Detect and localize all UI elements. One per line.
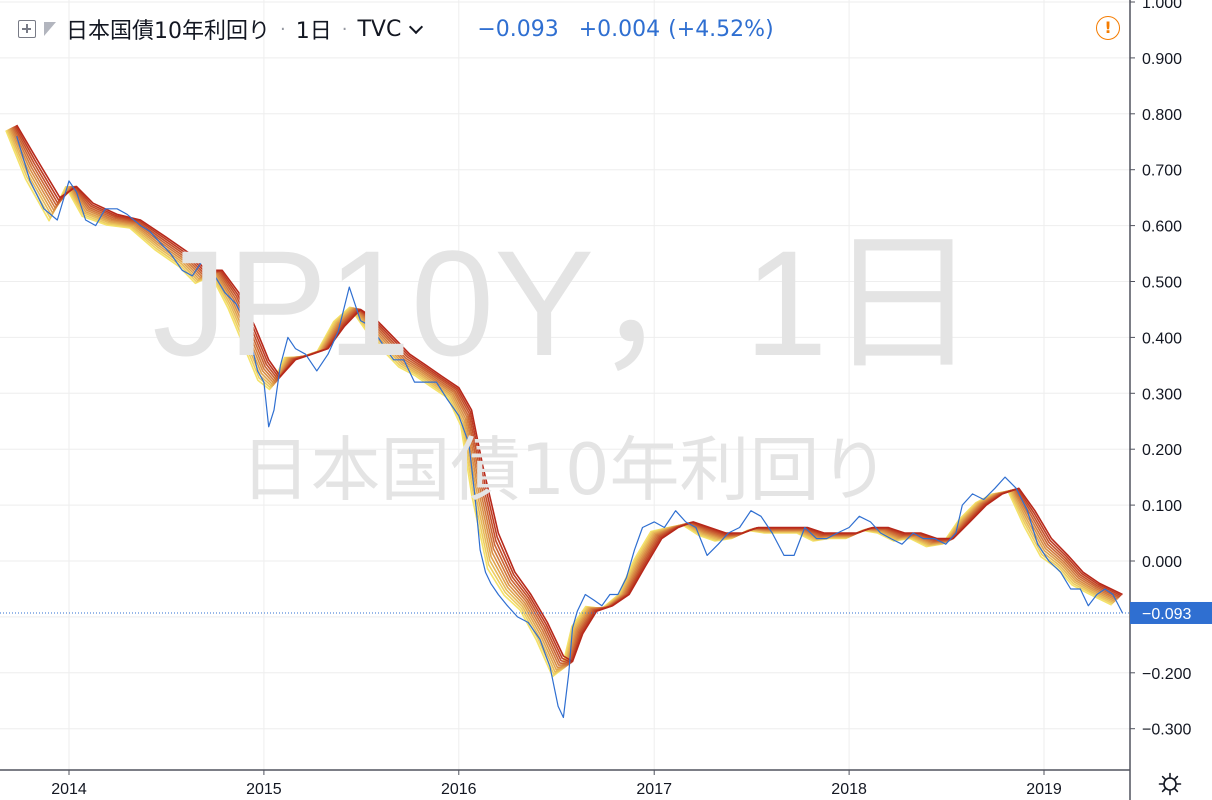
interval-label[interactable]: 1日 <box>295 19 332 44</box>
symbol-title: 日本国債10年利回り <box>66 19 270 44</box>
separator-dot: · <box>280 18 286 40</box>
alert-icon[interactable]: ! <box>1096 16 1120 40</box>
last-value: −0.093 <box>477 16 559 42</box>
grid-lines <box>0 0 1130 770</box>
flag-icon[interactable] <box>44 20 58 38</box>
y-tick-label: 0.300 <box>1142 386 1182 403</box>
legend-toolbar: 日本国債10年利回り · 1日 · TVC −0.093 +0.004 (+4.… <box>18 12 774 46</box>
exchange-label: TVC <box>357 16 402 42</box>
price-series <box>16 136 1124 719</box>
x-tick-label: 2016 <box>441 781 477 798</box>
ribbon-line <box>12 126 1120 666</box>
ribbon-line <box>7 128 1115 673</box>
y-tick-label: 0.700 <box>1142 163 1182 180</box>
ribbon-line <box>11 127 1119 666</box>
symbol-name[interactable]: 日本国債10年利回り <box>66 13 270 45</box>
y-tick-label: −0.300 <box>1142 722 1191 739</box>
ribbon-line <box>9 127 1117 669</box>
y-tick-label: 0.500 <box>1142 275 1182 292</box>
x-tick-label: 2018 <box>831 781 867 798</box>
expand-icon[interactable] <box>18 20 36 38</box>
change-value: +0.004 <box>578 16 661 42</box>
y-tick-label: 0.400 <box>1142 330 1182 347</box>
change-percent: (+4.52%) <box>668 16 774 42</box>
ribbon-line <box>6 129 1114 676</box>
moving-average-ribbon <box>5 124 1123 678</box>
y-tick-label: 0.900 <box>1142 51 1182 68</box>
y-tick-label: 1.000 <box>1142 0 1182 12</box>
exchange-dropdown[interactable]: TVC <box>357 16 424 42</box>
x-tick-label: 2019 <box>1026 781 1062 798</box>
y-tick-label: −0.200 <box>1142 666 1191 683</box>
ribbon-line <box>13 125 1121 665</box>
separator-dot: · <box>341 18 348 40</box>
last-price-tag <box>1130 601 1212 624</box>
y-tick-label: 0.000 <box>1142 554 1182 571</box>
settings-gear-icon[interactable] <box>1158 772 1182 796</box>
y-tick-label: 0.200 <box>1142 442 1182 459</box>
chevron-down-icon <box>409 19 424 34</box>
y-tick-label: 0.600 <box>1142 219 1182 236</box>
y-tick-label: 0.800 <box>1142 107 1182 124</box>
x-tick-label: 2015 <box>246 781 282 798</box>
x-tick-label: 2017 <box>636 781 672 798</box>
ribbon-line <box>5 130 1113 678</box>
price-line <box>16 136 1124 719</box>
x-tick-label: 2014 <box>51 781 87 798</box>
last-price-label: −0.093 <box>1142 606 1191 623</box>
y-tick-label: 0.100 <box>1142 498 1182 515</box>
ribbon-line <box>16 124 1123 663</box>
ribbon-line <box>8 128 1116 671</box>
price-tag: −0.093 <box>0 601 1212 624</box>
ribbon-line <box>14 125 1122 664</box>
